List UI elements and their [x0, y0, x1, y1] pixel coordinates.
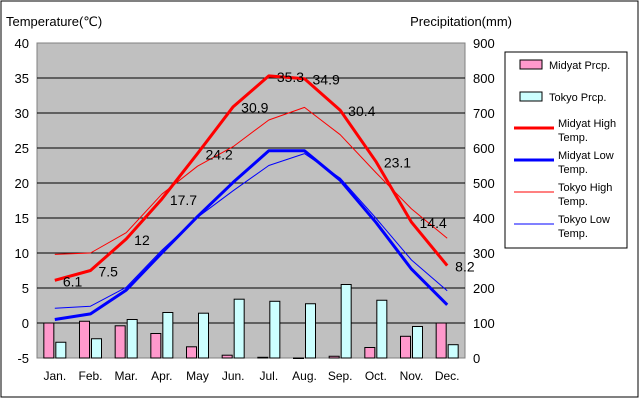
data-label: 17.7: [170, 192, 197, 208]
x-tick-label: Sep.: [328, 369, 353, 383]
right-axis-label: Precipitation(mm): [410, 14, 512, 29]
left-tick-label: 20: [15, 176, 29, 191]
precipitation-bar: [162, 312, 174, 359]
left-tick-label: 10: [15, 246, 29, 261]
data-label: 34.9: [313, 72, 340, 88]
precipitation-bar: [305, 303, 316, 359]
precipitation-bar: [221, 354, 233, 359]
legend-box: [504, 51, 628, 249]
data-label: 24.2: [206, 147, 233, 163]
legend-entry: Midyat Low: [558, 150, 614, 162]
precipitation-bar: [293, 357, 304, 359]
x-tick-label: Dec.: [435, 369, 460, 383]
legend-swatch: [519, 59, 543, 70]
legend-entry: Tokyo High: [558, 182, 612, 194]
x-tick-label: Jun.: [222, 369, 245, 383]
right-tick-label: 400: [473, 211, 495, 226]
legend-swatch: [519, 91, 543, 102]
right-tick-label: 600: [473, 141, 495, 156]
legend-entry: Temp.: [558, 228, 588, 240]
precipitation-bar: [91, 338, 102, 359]
right-tick-label: 900: [473, 36, 495, 51]
temperature-line: [54, 74, 449, 282]
precipitation-bar: [55, 341, 67, 359]
x-tick-label: Jul.: [259, 369, 278, 383]
x-tick-label: Nov.: [400, 369, 424, 383]
left-tick-label: 25: [15, 141, 29, 156]
precipitation-bar: [126, 319, 138, 359]
right-tick-label: 0: [473, 351, 480, 366]
legend: Midyat Prcp. Tokyo Prcp. Midyat High Temp. M…: [504, 51, 628, 249]
precipitation-bar: [328, 355, 340, 359]
precipitation-bar: [376, 299, 388, 359]
right-tick-label: 300: [473, 246, 495, 261]
left-tick-label: 0: [22, 316, 29, 331]
plot-area: [36, 42, 466, 359]
temperature-line: [54, 106, 448, 255]
legend-entry: Temp.: [558, 164, 588, 176]
data-label: 30.4: [348, 103, 375, 119]
precipitation-bar: [435, 322, 447, 359]
x-tick-label: Aug.: [292, 369, 317, 383]
data-label: 30.9: [241, 100, 268, 116]
bar-layer: [43, 284, 459, 359]
x-tick-label: Mar.: [114, 369, 137, 383]
left-axis-label: Temperature(℃): [6, 14, 102, 29]
precipitation-bar: [150, 333, 162, 359]
legend-entry: Tokyo Prcp.: [549, 92, 606, 104]
precipitation-bar: [257, 356, 269, 359]
right-tick-label: 100: [473, 316, 495, 331]
x-tick-label: Apr.: [151, 369, 172, 383]
x-tick-label: Feb.: [78, 369, 102, 383]
axis-layer: -505101520253035400100200300400500600700…: [15, 36, 495, 383]
legend-entry: Midyat High: [558, 118, 616, 130]
precipitation-bar: [114, 325, 126, 359]
precipitation-bar: [400, 335, 411, 359]
right-tick-label: 500: [473, 176, 495, 191]
precipitation-bar: [412, 326, 423, 359]
precipitation-bar: [186, 346, 197, 359]
left-tick-label: 35: [15, 71, 29, 86]
legend-entry: Temp.: [558, 196, 588, 208]
temperature-line: [54, 153, 448, 309]
left-tick-label: 15: [15, 211, 29, 226]
left-tick-label: -5: [17, 351, 29, 366]
legend-entry: Temp.: [558, 132, 588, 144]
precipitation-bar: [233, 298, 245, 359]
x-tick-label: May: [186, 369, 209, 383]
left-tick-label: 5: [22, 281, 29, 296]
data-label: 8.2: [455, 259, 475, 275]
temperature-line: [54, 149, 449, 321]
legend-entry: Midyat Prcp.: [549, 60, 610, 72]
data-label: 7.5: [99, 264, 119, 280]
data-label: 12: [134, 232, 150, 248]
grid-layer: [37, 77, 465, 324]
precipitation-bar: [43, 322, 55, 359]
precipitation-bar: [269, 300, 281, 359]
precipitation-bar: [79, 320, 90, 359]
precipitation-bar: [447, 344, 459, 359]
right-tick-label: 800: [473, 71, 495, 86]
x-tick-label: Oct.: [365, 369, 387, 383]
left-tick-label: 40: [15, 36, 29, 51]
x-tick-label: Jan.: [43, 369, 66, 383]
precipitation-bar: [364, 347, 376, 359]
line-layer: [54, 74, 449, 321]
data-label: 14.4: [420, 215, 447, 231]
legend-entry: Tokyo Low: [558, 214, 610, 226]
left-tick-label: 30: [15, 106, 29, 121]
right-tick-label: 700: [473, 106, 495, 121]
data-label-layer: 6.1 7.5 12 17.7 24.2 30.9 35.3 34.9 30.4 23.1 14.4…: [63, 69, 475, 289]
data-label: 23.1: [384, 154, 411, 170]
data-label: 6.1: [63, 273, 83, 289]
precipitation-bar: [340, 284, 352, 359]
precipitation-bar: [198, 312, 209, 359]
data-label: 35.3: [277, 69, 304, 85]
right-tick-label: 200: [473, 281, 495, 296]
